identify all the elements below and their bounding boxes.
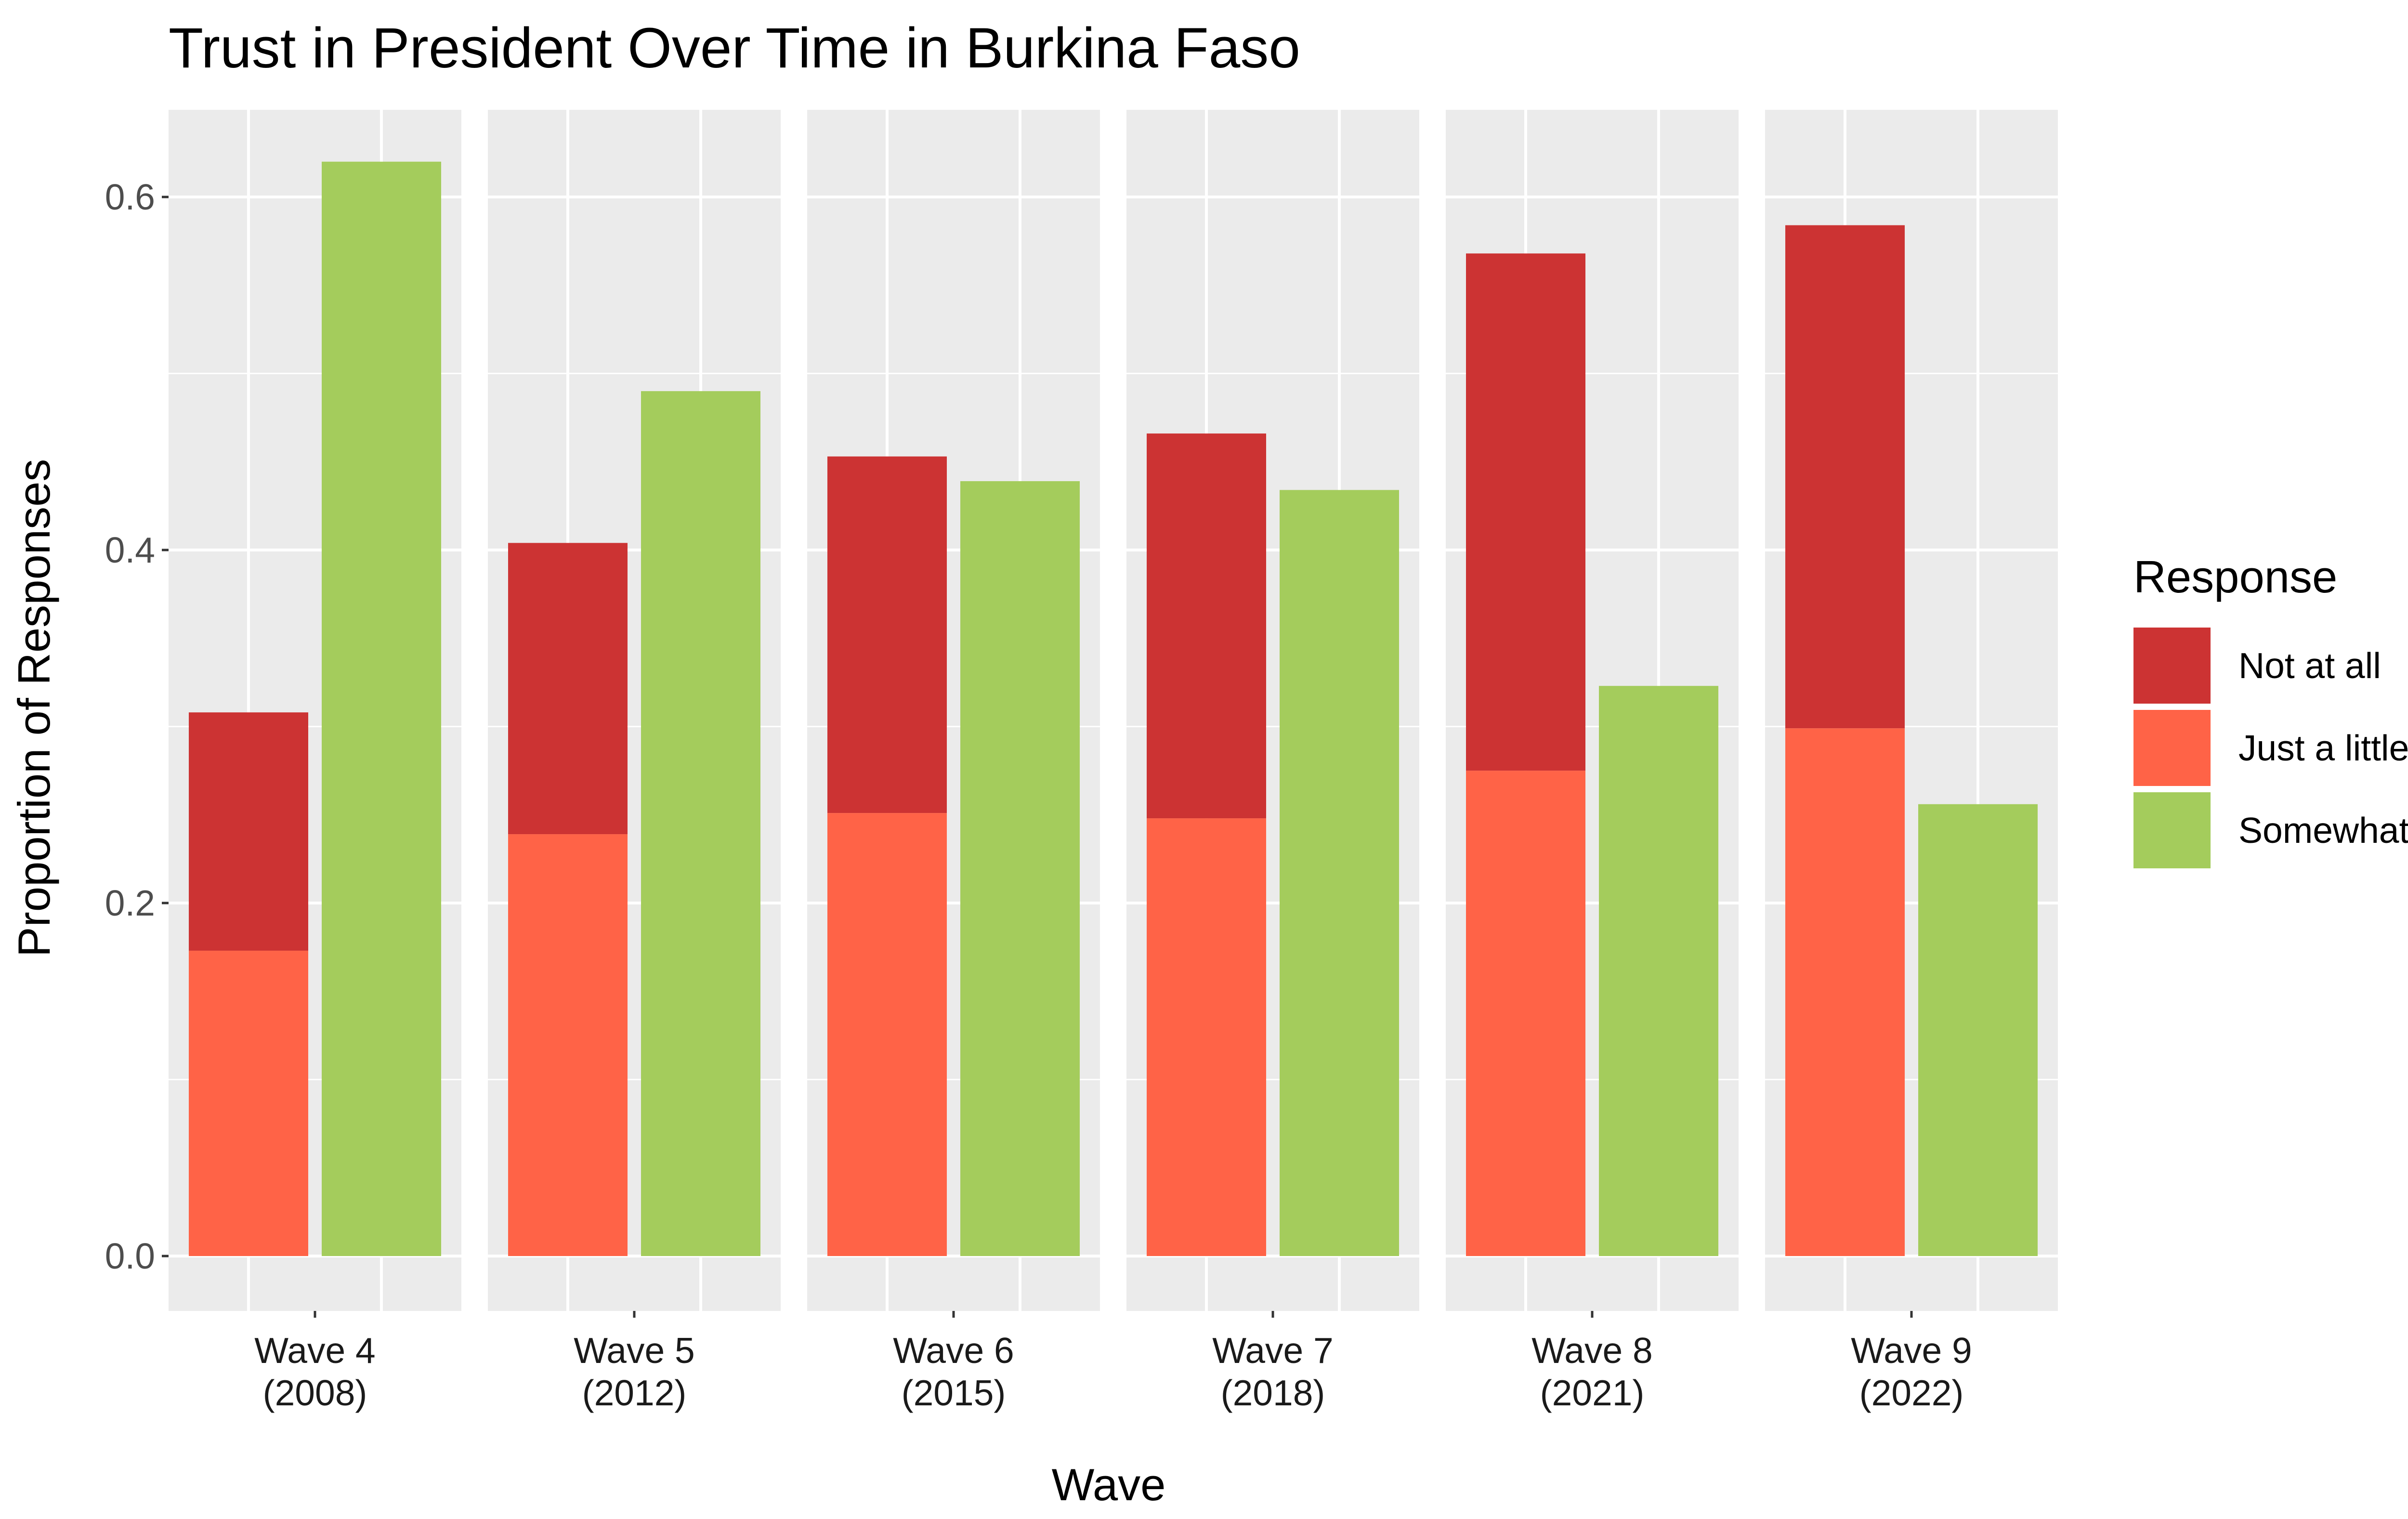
bar-just-a-little	[1785, 728, 1905, 1256]
bar-not-at-all	[1147, 433, 1266, 819]
bar-somewhat	[1280, 490, 1399, 1256]
facet-panels: Wave 4(2008)Wave 5(2012)Wave 6(2015)Wave…	[169, 110, 2058, 1413]
x-tick-label-wave: Wave 5	[574, 1330, 694, 1371]
bar-not-at-all	[827, 456, 947, 813]
x-tick-label-year: (2022)	[1859, 1373, 1964, 1413]
bar-just-a-little	[1147, 818, 1266, 1256]
legend-item: Not at all	[2133, 628, 2381, 704]
x-tick-label-year: (2008)	[263, 1373, 367, 1413]
legend-item: Just a little	[2133, 710, 2408, 786]
x-tick-label-year: (2018)	[1221, 1373, 1325, 1413]
facet-panel: Wave 8(2021)	[1446, 110, 1739, 1413]
facet-panel: Wave 6(2015)	[807, 110, 1100, 1413]
legend-label: Not at all	[2238, 645, 2381, 686]
x-tick-label-year: (2012)	[582, 1373, 687, 1413]
legend-label: Just a little	[2238, 728, 2408, 768]
y-axis-title: Proportion of Responses	[9, 459, 59, 957]
x-tick-label-wave: Wave 8	[1531, 1330, 1652, 1371]
x-tick-label-wave: Wave 6	[893, 1330, 1014, 1371]
bar-just-a-little	[508, 834, 628, 1256]
bar-just-a-little	[189, 950, 308, 1256]
chart-title: Trust in President Over Time in Burkina …	[169, 16, 1300, 80]
bar-not-at-all	[508, 543, 628, 835]
x-tick-label-wave: Wave 7	[1212, 1330, 1333, 1371]
x-tick-label-wave: Wave 4	[254, 1330, 375, 1371]
y-tick-label: 0.2	[105, 883, 155, 923]
x-tick-label-year: (2021)	[1540, 1373, 1645, 1413]
facet-panel: Wave 4(2008)	[169, 110, 461, 1413]
bar-just-a-little	[1466, 771, 1585, 1256]
legend-items: Not at all Just a little Somewhat	[2133, 628, 2408, 868]
y-tick-label: 0.0	[105, 1236, 155, 1276]
bar-somewhat	[1599, 686, 1718, 1256]
bar-not-at-all	[189, 712, 308, 951]
legend: Response Not at all Just a little Somewhat	[2133, 551, 2408, 868]
legend-key	[2133, 628, 2211, 704]
legend-item: Somewhat	[2133, 792, 2408, 868]
bar-not-at-all	[1466, 253, 1585, 771]
facet-panel: Wave 9(2022)	[1765, 110, 2058, 1413]
legend-key	[2133, 710, 2211, 786]
x-tick-label-wave: Wave 9	[1851, 1330, 1972, 1371]
legend-key	[2133, 792, 2211, 868]
legend-title: Response	[2133, 551, 2337, 602]
bar-somewhat	[960, 481, 1080, 1257]
bar-not-at-all	[1785, 225, 1905, 729]
facet-panel: Wave 5(2012)	[488, 110, 781, 1413]
facet-panel: Wave 7(2018)	[1126, 110, 1419, 1413]
x-tick-label-year: (2015)	[902, 1373, 1006, 1413]
bar-just-a-little	[827, 813, 947, 1256]
legend-label: Somewhat	[2238, 810, 2408, 851]
x-axis-title: Wave	[1052, 1459, 1166, 1510]
y-tick-label: 0.4	[105, 530, 155, 570]
bar-somewhat	[1918, 804, 2038, 1256]
bar-somewhat	[322, 161, 441, 1257]
y-axis: 0.0 0.2 0.4 0.6	[105, 177, 169, 1276]
bar-somewhat	[641, 391, 760, 1256]
y-tick-label: 0.6	[105, 177, 155, 217]
